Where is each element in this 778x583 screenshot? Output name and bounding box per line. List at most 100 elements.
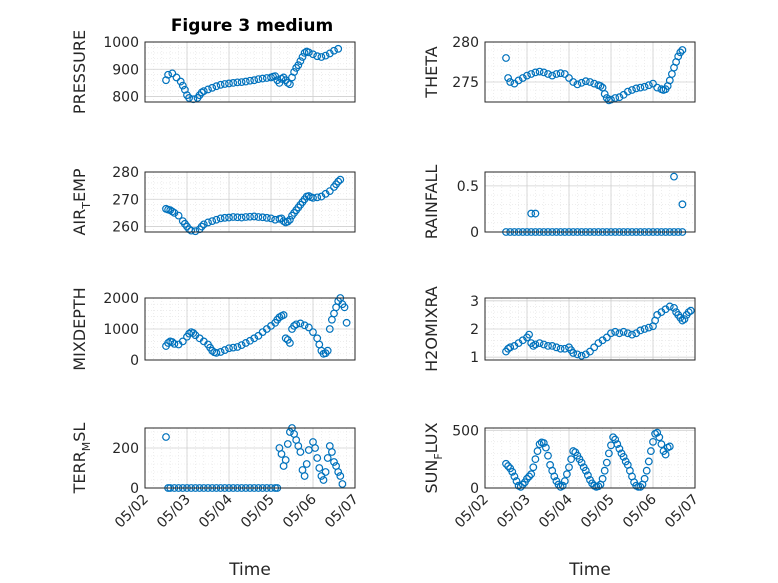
data-point [225,79,233,88]
data-point [281,456,290,464]
x-tick-label: 05/02 [452,492,492,532]
data-point [304,323,313,332]
y-axis-label-text: AIR [70,209,89,236]
data-point [678,200,687,209]
data-point [336,472,345,480]
data-point [321,349,330,358]
data-point [338,480,347,488]
data-point [569,349,578,357]
y-tick-label: 0 [130,353,139,369]
data-point [233,213,242,222]
data-point [590,343,599,352]
data-point [563,470,571,479]
data-point [502,459,510,468]
y-axis-label-subscript: T [80,202,93,210]
data-point [644,323,653,332]
data-point [212,348,221,357]
data-point [533,447,542,455]
data-point [527,209,536,218]
data-point [514,76,523,85]
data-point [246,212,254,221]
x-tick-label: 05/03 [154,492,194,532]
data-point [525,330,533,339]
data-point [225,213,233,222]
y-axis-label-text: PRESSURE [70,30,89,114]
data-point [605,449,613,458]
data-point [208,346,217,355]
data-point [241,77,250,86]
data-point [229,343,238,352]
data-point [220,346,229,354]
x-tick-label: 05/04 [536,491,576,531]
x-tick-label: 05/07 [322,492,362,532]
data-point [229,79,238,87]
y-tick-label: 280 [112,165,139,181]
data-point [277,74,286,83]
data-point [315,464,324,472]
y-axis-label-text: THETA [422,46,441,98]
data-point [246,336,254,345]
data-point [334,177,343,186]
data-point [678,46,687,54]
y-tick-label: 2 [470,322,479,338]
data-point [623,87,632,96]
data-point [586,347,594,356]
data-point [674,52,683,61]
data-point [596,82,605,90]
data-point [168,207,177,216]
data-point [628,86,636,94]
data-point [573,350,582,359]
data-point [600,466,609,475]
data-point [208,217,217,225]
axes-box [144,41,356,103]
data-point [516,482,525,491]
data-point [319,476,328,484]
data-point [271,72,280,80]
data-point [611,435,620,444]
data-point [539,68,548,77]
data-point [267,214,275,223]
data-point [577,351,586,360]
y-axis-label: AIRTEMP [70,168,93,235]
data-point [577,78,586,87]
y-axis-label: SUNFLUX [422,422,445,493]
y-axis-label-text: RAINFALL [422,165,441,240]
data-point [607,329,615,338]
data-point [241,213,250,221]
data-point [292,320,301,329]
data-point [684,308,693,316]
data-point [640,82,649,91]
data-point [619,452,628,461]
data-point [600,90,609,98]
data-point [281,334,290,343]
data-point [531,209,540,218]
y-axis-label-tail: EMP [70,168,89,202]
data-point [676,48,685,57]
data-point [665,442,674,451]
axes-box [484,171,696,233]
data-point [197,222,206,231]
figure-title: Figure 3 medium [171,16,333,36]
data-point [330,46,338,55]
data-point [636,326,645,335]
data-point [298,53,307,61]
data-point [569,78,578,86]
axes-box [144,297,356,361]
axes-box [144,171,356,233]
x-tick-label: 05/03 [494,492,534,532]
data-point [300,472,309,480]
x-tick-label: 05/07 [662,492,702,532]
data-point [286,80,294,89]
y-tick-label: 1000 [103,35,139,51]
data-point [216,214,225,223]
data-point [560,344,569,353]
data-point [615,93,624,102]
data-point [212,215,221,224]
data-point [313,193,322,202]
data-point [237,78,246,86]
x-tick-label: 05/06 [280,491,320,531]
data-point [552,70,561,78]
data-point [584,471,592,480]
data-point [187,226,196,235]
data-point [233,343,242,351]
